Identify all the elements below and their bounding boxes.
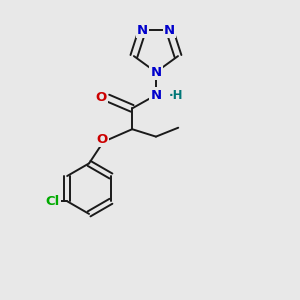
Text: N: N	[150, 88, 161, 101]
Text: N: N	[164, 24, 175, 37]
Text: O: O	[96, 92, 107, 104]
Text: Cl: Cl	[45, 195, 59, 208]
Text: N: N	[137, 24, 148, 37]
Text: O: O	[97, 133, 108, 146]
Text: N: N	[150, 66, 161, 79]
Text: ·H: ·H	[168, 89, 183, 102]
